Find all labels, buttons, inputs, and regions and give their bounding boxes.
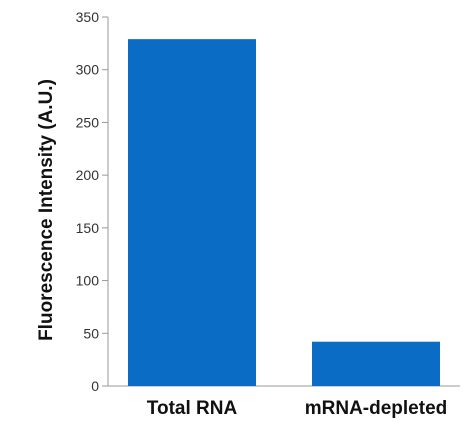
x-category-label: mRNA-depleted	[305, 398, 448, 419]
y-axis-title: Fluorescence Intensity (A.U.)	[36, 79, 57, 341]
y-tick-label: 250	[76, 114, 100, 130]
y-axis: 0 50 100 150 200 250 300 350	[76, 9, 109, 394]
y-tick-label: 150	[76, 220, 100, 236]
bar-mrna-depleted	[312, 341, 440, 386]
bar-total-rna	[128, 39, 256, 386]
y-tick-label: 350	[76, 9, 100, 25]
y-tick-label: 0	[91, 378, 99, 394]
bar-series	[128, 39, 440, 386]
x-axis: Total RNA mRNA-depleted	[108, 385, 460, 419]
y-tick-label: 50	[83, 325, 99, 341]
y-tick-label: 100	[76, 273, 100, 289]
y-tick-label: 300	[76, 62, 100, 78]
x-category-label: Total RNA	[147, 398, 238, 419]
y-tick-label: 200	[76, 167, 100, 183]
